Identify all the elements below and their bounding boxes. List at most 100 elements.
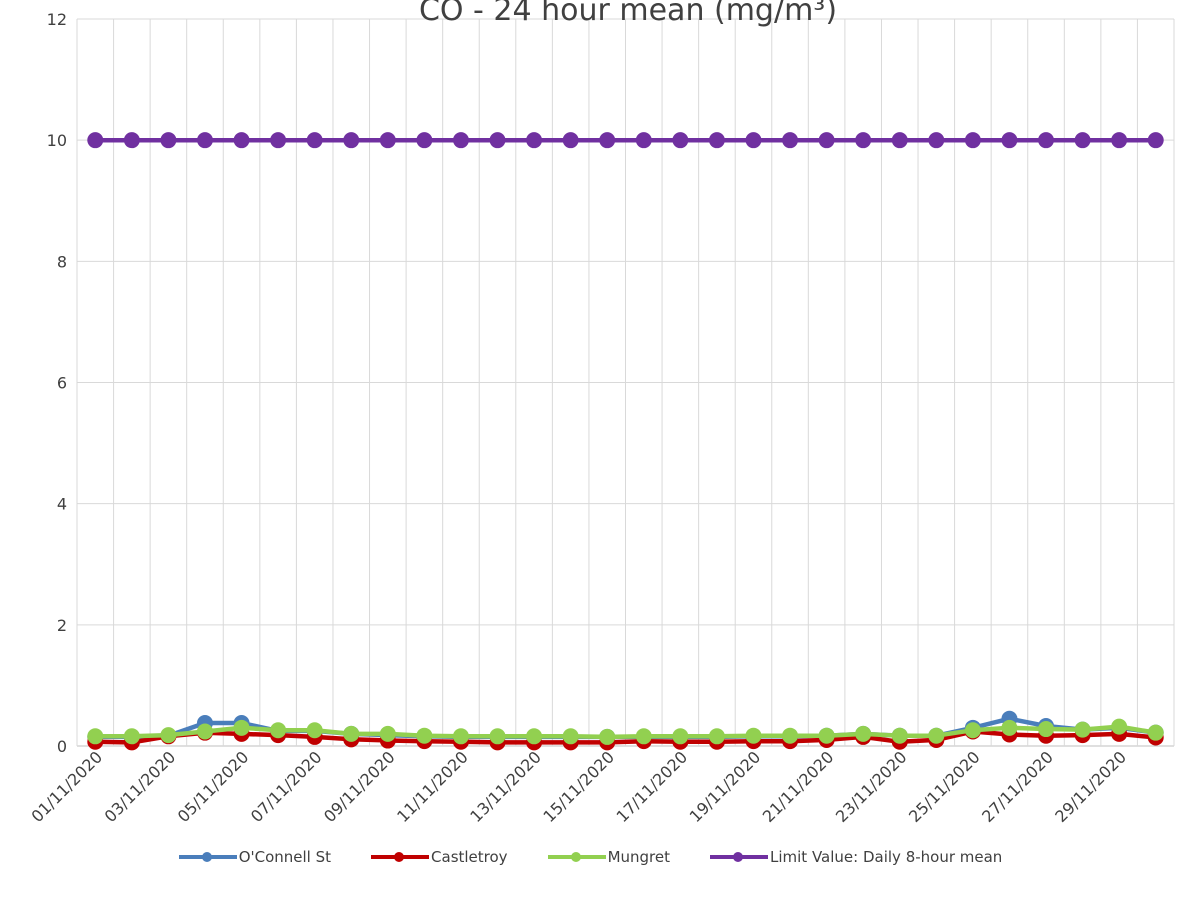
data-point bbox=[672, 728, 689, 745]
data-point bbox=[635, 728, 652, 745]
legend-item: Mungret bbox=[547, 848, 670, 866]
y-tick-label: 0 bbox=[57, 737, 67, 756]
legend-swatch bbox=[710, 852, 768, 862]
data-point bbox=[343, 132, 360, 149]
data-point bbox=[233, 719, 250, 736]
data-point bbox=[855, 132, 872, 149]
data-point bbox=[891, 132, 908, 149]
data-point bbox=[964, 722, 981, 739]
series-3 bbox=[87, 132, 1164, 149]
x-tick-label: 01/11/2020 bbox=[27, 747, 106, 826]
y-tick-label: 10 bbox=[47, 131, 67, 150]
data-point bbox=[452, 728, 469, 745]
data-point bbox=[489, 132, 506, 149]
y-axis: 0 2 4 6 8 10 12 bbox=[47, 10, 67, 756]
data-point bbox=[672, 132, 689, 149]
legend-swatch bbox=[547, 852, 606, 862]
data-point bbox=[745, 727, 762, 744]
data-point bbox=[196, 723, 213, 740]
series-2 bbox=[87, 718, 1164, 745]
data-point bbox=[379, 725, 396, 742]
data-point bbox=[782, 132, 799, 149]
y-tick-label: 2 bbox=[57, 616, 67, 635]
x-tick-label: 05/11/2020 bbox=[174, 747, 253, 826]
data-point bbox=[1147, 724, 1164, 741]
data-point bbox=[416, 132, 433, 149]
data-point bbox=[526, 728, 543, 745]
x-tick-label: 09/11/2020 bbox=[320, 747, 399, 826]
data-point bbox=[1001, 719, 1018, 736]
data-point bbox=[562, 728, 579, 745]
y-tick-label: 6 bbox=[57, 374, 67, 393]
data-point bbox=[928, 727, 945, 744]
data-point bbox=[123, 728, 140, 745]
data-point bbox=[708, 132, 725, 149]
data-point bbox=[708, 728, 725, 745]
data-point bbox=[1111, 132, 1128, 149]
data-point bbox=[123, 132, 140, 149]
legend-label: Castletroy bbox=[431, 848, 508, 866]
x-tick-label: 13/11/2020 bbox=[466, 747, 545, 826]
x-tick-label: 25/11/2020 bbox=[905, 747, 984, 826]
data-point bbox=[599, 132, 616, 149]
y-tick-label: 8 bbox=[57, 252, 67, 271]
x-tick-label: 03/11/2020 bbox=[101, 747, 180, 826]
x-tick-label: 15/11/2020 bbox=[539, 747, 618, 826]
data-point bbox=[891, 727, 908, 744]
data-point bbox=[635, 132, 652, 149]
gridlines bbox=[76, 18, 1175, 747]
data-point bbox=[160, 132, 177, 149]
chart-legend: O'Connell St Castletroy Mungret Limit Value… bbox=[0, 844, 1181, 870]
data-point bbox=[196, 132, 213, 149]
y-tick-label: 4 bbox=[57, 495, 67, 514]
data-point bbox=[233, 132, 250, 149]
data-point bbox=[306, 722, 323, 739]
data-point bbox=[855, 725, 872, 742]
data-point bbox=[599, 728, 616, 745]
data-point bbox=[1074, 132, 1091, 149]
data-point bbox=[782, 727, 799, 744]
x-tick-label: 23/11/2020 bbox=[832, 747, 911, 826]
data-point bbox=[928, 132, 945, 149]
data-point bbox=[1038, 132, 1055, 149]
legend-item: Castletroy bbox=[371, 848, 508, 866]
x-tick-label: 27/11/2020 bbox=[978, 747, 1057, 826]
legend-label: Mungret bbox=[607, 848, 670, 866]
data-point bbox=[1111, 718, 1128, 735]
data-point bbox=[818, 727, 835, 744]
legend-swatch bbox=[178, 852, 237, 862]
legend-item: O'Connell St bbox=[178, 848, 332, 866]
x-tick-label: 17/11/2020 bbox=[613, 747, 692, 826]
data-point bbox=[1001, 132, 1018, 149]
data-point bbox=[343, 725, 360, 742]
data-point bbox=[270, 132, 287, 149]
data-point bbox=[452, 132, 469, 149]
y-tick-label: 12 bbox=[47, 10, 67, 29]
data-point bbox=[1074, 721, 1091, 738]
data-point bbox=[87, 132, 104, 149]
data-point bbox=[270, 722, 287, 739]
data-point bbox=[489, 728, 506, 745]
x-axis: 01/11/202003/11/202005/11/202007/11/2020… bbox=[27, 747, 1130, 826]
x-tick-label: 11/11/2020 bbox=[393, 747, 472, 826]
chart-title: CO - 24 hour mean (mg/m³) bbox=[419, 0, 837, 28]
data-point bbox=[964, 132, 981, 149]
x-tick-label: 29/11/2020 bbox=[1051, 747, 1130, 826]
legend-label: Limit Value: Daily 8-hour mean bbox=[770, 848, 1003, 866]
data-point bbox=[416, 727, 433, 744]
data-point bbox=[379, 132, 396, 149]
data-point bbox=[306, 132, 323, 149]
data-point bbox=[562, 132, 579, 149]
x-tick-label: 21/11/2020 bbox=[759, 747, 838, 826]
data-point bbox=[1147, 132, 1164, 149]
data-point bbox=[526, 132, 543, 149]
data-point bbox=[818, 132, 835, 149]
data-point bbox=[745, 132, 762, 149]
data-point bbox=[1038, 721, 1055, 738]
x-tick-label: 07/11/2020 bbox=[247, 747, 326, 826]
data-point bbox=[87, 728, 104, 745]
legend-swatch bbox=[371, 852, 430, 862]
data-point bbox=[160, 727, 177, 744]
legend-label: O'Connell St bbox=[238, 848, 332, 866]
